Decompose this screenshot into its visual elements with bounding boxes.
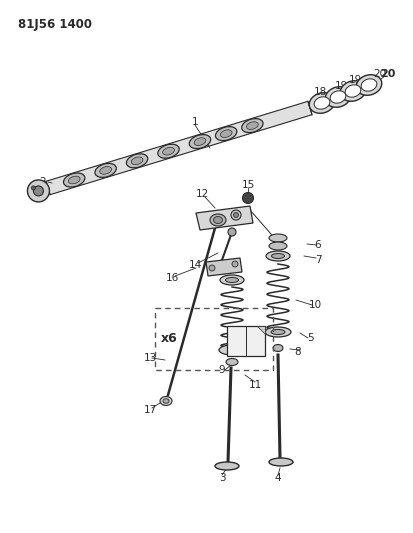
- Ellipse shape: [361, 79, 377, 91]
- Text: 14: 14: [188, 260, 202, 270]
- Text: 12: 12: [195, 189, 209, 199]
- Ellipse shape: [266, 251, 290, 261]
- Circle shape: [228, 228, 236, 236]
- Text: 81J56 1400: 81J56 1400: [18, 18, 92, 31]
- Ellipse shape: [265, 327, 291, 337]
- Text: 6: 6: [315, 240, 321, 250]
- Text: 5: 5: [307, 333, 313, 343]
- Polygon shape: [206, 258, 242, 276]
- Ellipse shape: [64, 173, 85, 187]
- Polygon shape: [257, 326, 265, 334]
- Ellipse shape: [126, 154, 148, 168]
- Ellipse shape: [325, 87, 351, 107]
- Text: 19: 19: [335, 81, 348, 91]
- Ellipse shape: [356, 75, 382, 95]
- Circle shape: [232, 261, 238, 267]
- Circle shape: [27, 180, 50, 202]
- Text: 13: 13: [143, 353, 157, 363]
- Text: 2: 2: [40, 177, 46, 187]
- Polygon shape: [46, 101, 312, 195]
- Ellipse shape: [247, 122, 258, 130]
- Ellipse shape: [242, 119, 263, 133]
- Text: 10: 10: [309, 300, 322, 310]
- Bar: [155, 308, 273, 370]
- Text: x6: x6: [161, 332, 177, 344]
- Circle shape: [31, 186, 36, 190]
- Ellipse shape: [269, 242, 287, 250]
- Bar: [227, 326, 265, 356]
- Text: 17: 17: [143, 405, 157, 415]
- Ellipse shape: [214, 216, 223, 223]
- Ellipse shape: [269, 458, 293, 466]
- Ellipse shape: [131, 157, 143, 165]
- Text: 20: 20: [373, 69, 387, 79]
- Text: 1: 1: [192, 117, 198, 127]
- Ellipse shape: [216, 127, 237, 141]
- Ellipse shape: [158, 144, 179, 158]
- Ellipse shape: [220, 275, 244, 285]
- Ellipse shape: [309, 93, 335, 114]
- Ellipse shape: [273, 344, 283, 351]
- Circle shape: [242, 192, 254, 204]
- Ellipse shape: [219, 345, 245, 355]
- Text: 7: 7: [315, 255, 321, 265]
- Polygon shape: [196, 206, 253, 230]
- Text: 4: 4: [275, 473, 281, 483]
- Circle shape: [33, 186, 43, 196]
- Text: 8: 8: [295, 347, 301, 357]
- Text: 16: 16: [165, 273, 179, 283]
- Text: 11: 11: [248, 380, 261, 390]
- Text: 15: 15: [241, 180, 255, 190]
- Text: 3: 3: [219, 473, 225, 483]
- Ellipse shape: [215, 462, 239, 470]
- Ellipse shape: [330, 91, 346, 103]
- Ellipse shape: [100, 166, 112, 174]
- Ellipse shape: [340, 80, 366, 101]
- Ellipse shape: [314, 97, 330, 109]
- Circle shape: [233, 213, 238, 217]
- Ellipse shape: [189, 135, 211, 149]
- Ellipse shape: [269, 234, 287, 242]
- Circle shape: [209, 265, 215, 271]
- Ellipse shape: [226, 359, 238, 366]
- Circle shape: [231, 210, 241, 220]
- Ellipse shape: [210, 214, 226, 226]
- Ellipse shape: [345, 85, 361, 97]
- Ellipse shape: [163, 399, 169, 403]
- Ellipse shape: [220, 130, 232, 138]
- Ellipse shape: [225, 278, 238, 282]
- Text: 18: 18: [313, 87, 327, 97]
- Ellipse shape: [194, 138, 206, 146]
- Ellipse shape: [271, 254, 285, 259]
- Ellipse shape: [160, 397, 172, 406]
- Text: 19: 19: [349, 75, 362, 85]
- Ellipse shape: [163, 147, 174, 155]
- Ellipse shape: [68, 176, 80, 184]
- Text: 9: 9: [219, 365, 225, 375]
- Ellipse shape: [95, 164, 116, 177]
- Text: 20: 20: [380, 69, 396, 79]
- Text: HOW
TO: HOW TO: [231, 332, 251, 352]
- Ellipse shape: [271, 329, 285, 335]
